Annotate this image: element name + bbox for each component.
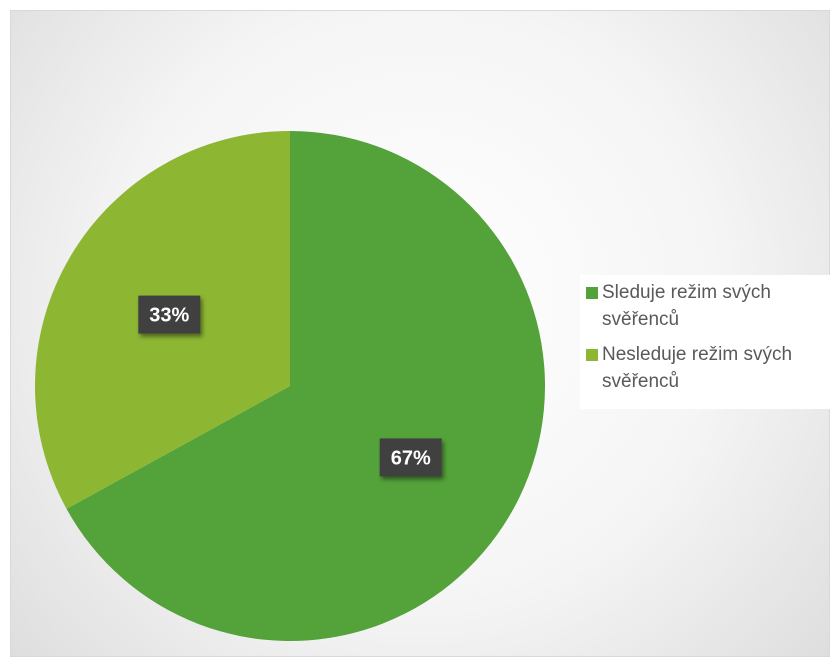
legend-label-sleduje: Sleduje režim svých svěřenců xyxy=(602,282,771,330)
data-label-nesleduje: 33% xyxy=(138,295,201,334)
pie-slice-sleduje xyxy=(66,131,545,641)
data-label-sleduje: 67% xyxy=(379,438,442,477)
legend-swatch-nesleduje xyxy=(586,349,598,361)
legend-item-nesleduje: Nesleduje režim svých svěřenců xyxy=(586,341,830,395)
data-label-box-sleduje xyxy=(379,438,442,477)
legend-swatch-sleduje xyxy=(586,287,598,299)
data-label-text-sleduje: 67% xyxy=(391,447,431,469)
legend-label-nesleduje: Nesleduje režim svých svěřenců xyxy=(602,344,793,392)
data-label-box-nesleduje xyxy=(138,295,201,334)
legend: Sleduje režim svých svěřenců Nesleduje r… xyxy=(580,275,830,409)
pie-slices xyxy=(34,131,545,641)
pie-data-labels: 67% 33% xyxy=(138,295,442,477)
data-label-text-nesleduje: 33% xyxy=(149,305,189,327)
legend-item-sleduje: Sleduje režim svých svěřenců xyxy=(586,279,830,333)
